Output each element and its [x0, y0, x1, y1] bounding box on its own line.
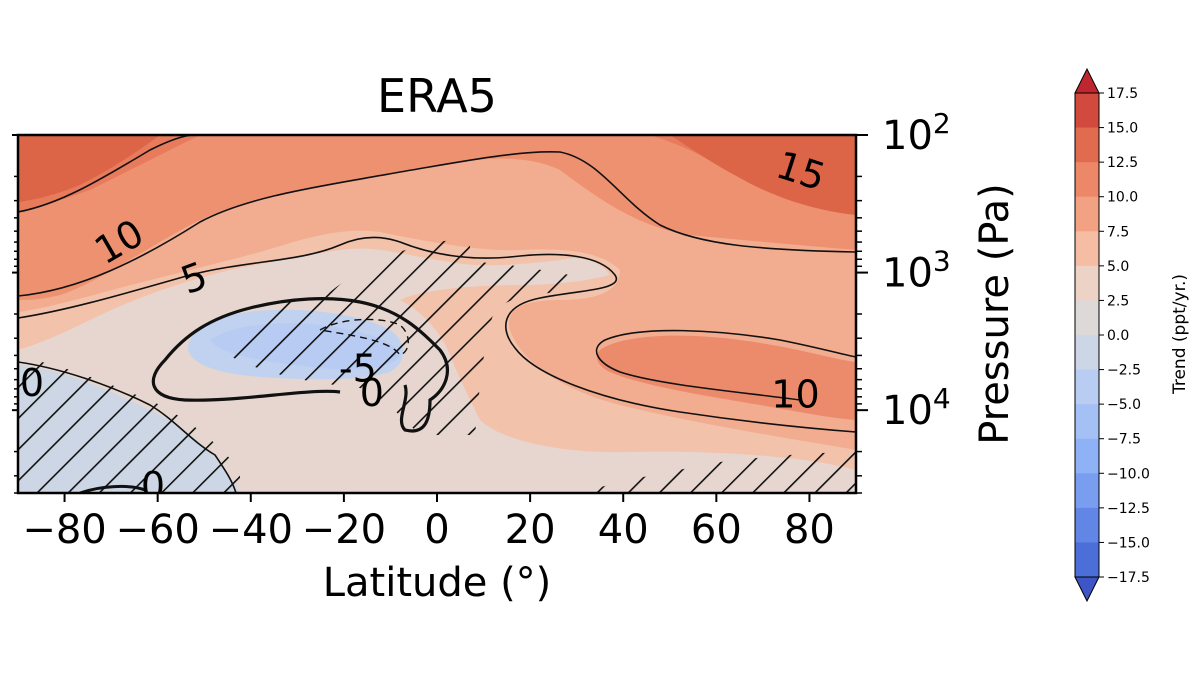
- colorbar-tick-label: −7.5: [1107, 432, 1141, 448]
- x-tick-label: 60: [691, 507, 742, 553]
- x-tick-label: −40: [209, 507, 293, 553]
- contour-label: 10: [771, 372, 819, 416]
- colorbar-tick-label: −15.0: [1107, 535, 1150, 551]
- x-tick-label: −20: [302, 507, 386, 553]
- contour-0-pole: [79, 484, 146, 493]
- y-axis-label: Pressure (Pa): [972, 183, 1018, 445]
- colorbar-tick-label: 0.0: [1107, 328, 1129, 344]
- x-tick-label: 40: [598, 507, 649, 553]
- contour-label: 0: [141, 464, 165, 508]
- colorbar-band: [1075, 196, 1099, 232]
- colorbar-band: [1075, 93, 1099, 129]
- band-7.5-to-10: [18, 135, 856, 300]
- y-axis: 102 103 104: [12, 107, 951, 494]
- x-tick-label: −80: [22, 507, 106, 553]
- colorbar-band: [1075, 231, 1099, 267]
- contour-5: [18, 236, 856, 433]
- contour-label: 0: [20, 361, 44, 405]
- hatch-region-tropics: [220, 239, 570, 435]
- contour-0-thick: [151, 297, 450, 433]
- contour-15: [18, 135, 196, 213]
- band-12.5-to-15-upper: [18, 135, 160, 202]
- x-tick-label: 0: [424, 507, 449, 553]
- hatch-region-nh: [580, 452, 856, 493]
- x-tick-label: 80: [784, 507, 835, 553]
- colorbar-band: [1075, 335, 1099, 371]
- significance-hatching: [18, 239, 856, 493]
- colorbar-band: [1075, 300, 1099, 336]
- contour-10: [18, 150, 856, 297]
- colorbar-tick-label: 7.5: [1107, 224, 1129, 240]
- chart-title: ERA5: [377, 69, 497, 123]
- band-12.5-to-15-ne: [670, 135, 856, 215]
- colorbar-tick-label: −2.5: [1107, 363, 1141, 379]
- colorbar-tick-label: 15.0: [1107, 121, 1138, 137]
- colorbar-extend-max: [1074, 67, 1100, 94]
- y-tick-label: 103: [882, 245, 951, 297]
- colorbar-tick-label: 17.5: [1107, 86, 1138, 102]
- colorbar-tick-label: −10.0: [1107, 466, 1150, 482]
- x-tick-label: −60: [115, 507, 199, 553]
- colorbar-band: [1075, 162, 1099, 198]
- colorbar-tick-label: 5.0: [1107, 259, 1129, 275]
- colorbar-band: [1075, 404, 1099, 440]
- contour-negative-5: [318, 318, 409, 356]
- hatch-region-sh: [18, 358, 240, 493]
- colorbar-tick-label: 10.0: [1107, 190, 1138, 206]
- x-axis-label: Latitude (°): [323, 560, 552, 606]
- colorbar-extend-min: [1074, 576, 1100, 603]
- colorbar-band: [1075, 127, 1099, 163]
- contour-label: 0: [360, 371, 384, 415]
- contour-0-sh: [18, 361, 237, 493]
- colorbar-band: [1075, 369, 1099, 405]
- contour-label: -5: [339, 347, 377, 391]
- colorbar-tick-label: −12.5: [1107, 501, 1150, 517]
- x-tick-label: 20: [505, 507, 556, 553]
- colorbar-band: [1075, 473, 1099, 509]
- colorbar-tick-label: −17.5: [1107, 570, 1150, 586]
- colorbar-band: [1075, 507, 1099, 543]
- colorbar-band: [1075, 438, 1099, 474]
- colorbar-tick-label: 12.5: [1107, 155, 1138, 171]
- colorbar-tick-label: −5.0: [1107, 397, 1141, 413]
- colorbar-tick-label: 2.5: [1107, 293, 1129, 309]
- colorbar: 17.5 15.0 12.5 10.0 7.5 5.0 2.5 0.0 −2.5 −5.0 −7.5…: [1074, 67, 1150, 603]
- colorbar-label: Trend (ppt/yr.): [1170, 274, 1190, 395]
- contour-10-lower: [595, 329, 856, 401]
- x-axis: −80 −60 −40 −20 0 20 40 60 80: [22, 493, 835, 553]
- y-tick-label: 104: [882, 382, 951, 434]
- y-tick-label: 102: [882, 107, 951, 159]
- colorbar-band: [1075, 265, 1099, 301]
- contour-lines: [18, 135, 856, 493]
- colorbar-band: [1075, 542, 1099, 578]
